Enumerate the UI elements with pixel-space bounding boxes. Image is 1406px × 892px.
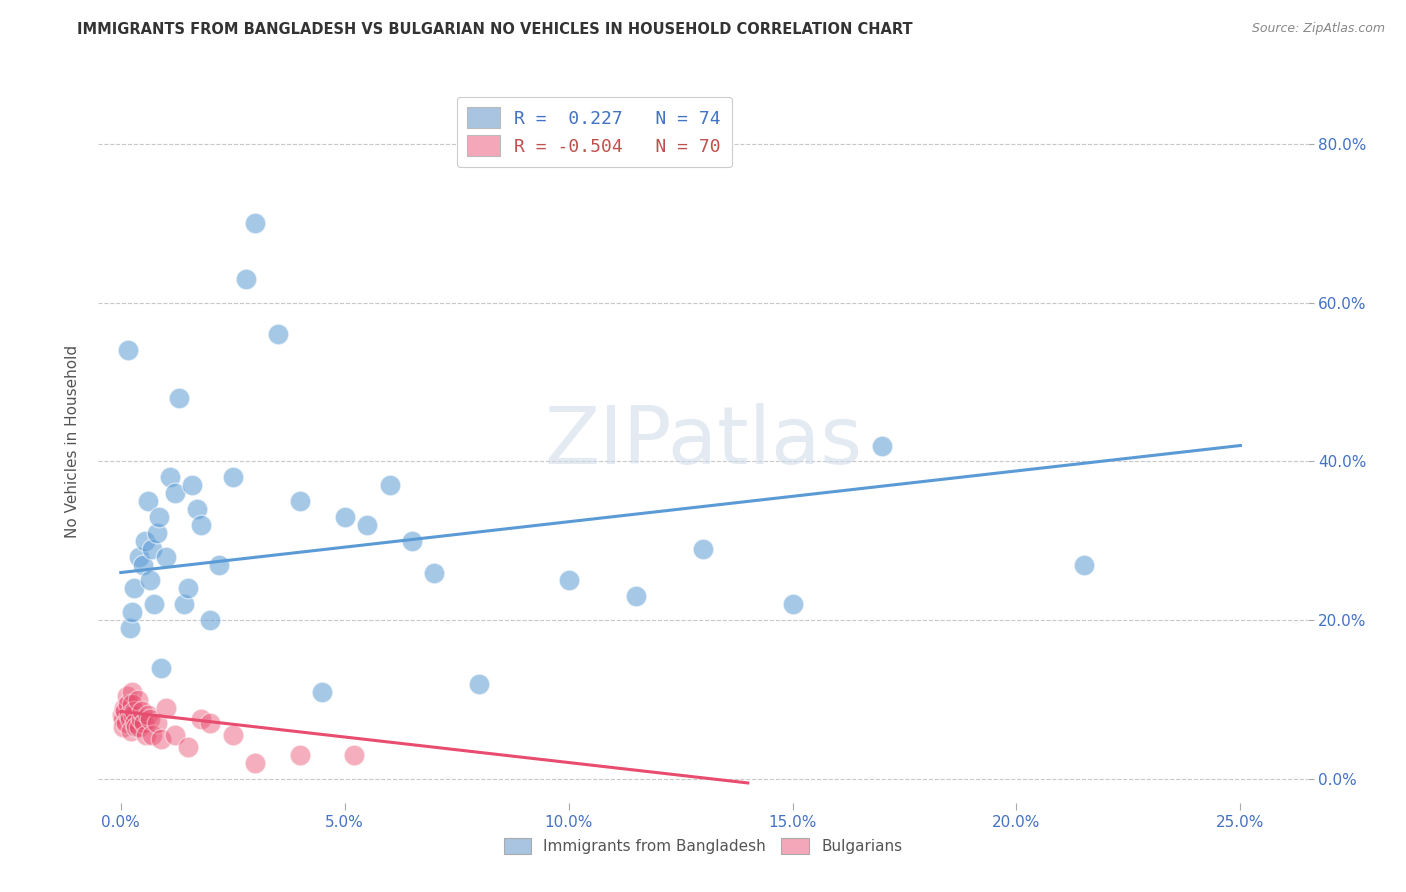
Point <box>401 533 423 548</box>
Point <box>112 720 135 734</box>
Point <box>557 574 579 588</box>
Point <box>163 486 186 500</box>
Point <box>311 684 333 698</box>
Point <box>131 705 153 719</box>
Point <box>122 708 145 723</box>
Point <box>148 510 170 524</box>
Point <box>190 713 212 727</box>
Point <box>122 582 145 596</box>
Point <box>139 713 162 727</box>
Point <box>132 558 155 572</box>
Point <box>423 566 446 580</box>
Point <box>121 605 143 619</box>
Point <box>132 716 155 731</box>
Point <box>124 716 146 731</box>
Point <box>155 700 177 714</box>
Point <box>125 720 148 734</box>
Point <box>159 470 181 484</box>
Point <box>121 684 143 698</box>
Point <box>356 517 378 532</box>
Point <box>129 713 152 727</box>
Point <box>135 728 157 742</box>
Point <box>120 724 142 739</box>
Point <box>186 502 208 516</box>
Point <box>190 517 212 532</box>
Point <box>150 661 173 675</box>
Point <box>118 708 141 723</box>
Point <box>112 700 135 714</box>
Point <box>343 748 366 763</box>
Point <box>181 478 204 492</box>
Point <box>266 327 288 342</box>
Point <box>117 697 139 711</box>
Point <box>134 533 156 548</box>
Legend: Immigrants from Bangladesh, Bulgarians: Immigrants from Bangladesh, Bulgarians <box>498 832 908 860</box>
Point <box>200 716 222 731</box>
Y-axis label: No Vehicles in Household: No Vehicles in Household <box>65 345 80 538</box>
Point <box>288 494 311 508</box>
Point <box>468 676 491 690</box>
Point <box>692 541 714 556</box>
Point <box>145 716 167 731</box>
Point <box>136 494 159 508</box>
Point <box>624 590 647 604</box>
Point <box>128 549 150 564</box>
Text: ZIPatlas: ZIPatlas <box>544 402 862 481</box>
Point <box>173 597 195 611</box>
Point <box>141 728 163 742</box>
Point <box>121 697 143 711</box>
Point <box>288 748 311 763</box>
Point <box>167 391 190 405</box>
Point <box>782 597 804 611</box>
Point <box>117 343 139 358</box>
Point <box>235 272 257 286</box>
Point <box>139 574 162 588</box>
Point <box>208 558 231 572</box>
Point <box>141 541 163 556</box>
Point <box>1073 558 1095 572</box>
Point <box>333 510 356 524</box>
Point <box>177 582 200 596</box>
Point <box>150 732 173 747</box>
Point <box>243 756 266 770</box>
Point <box>378 478 401 492</box>
Point <box>114 705 136 719</box>
Point <box>115 689 138 703</box>
Point <box>136 708 159 723</box>
Point <box>111 713 134 727</box>
Point <box>118 713 141 727</box>
Point <box>145 525 167 540</box>
Point <box>127 692 149 706</box>
Point <box>222 728 245 742</box>
Point <box>115 716 138 731</box>
Point <box>222 470 245 484</box>
Point <box>118 621 141 635</box>
Point <box>128 720 150 734</box>
Point <box>200 613 222 627</box>
Point <box>111 708 134 723</box>
Point <box>177 740 200 755</box>
Point <box>243 216 266 230</box>
Point <box>155 549 177 564</box>
Text: Source: ZipAtlas.com: Source: ZipAtlas.com <box>1251 22 1385 36</box>
Point <box>163 728 186 742</box>
Text: IMMIGRANTS FROM BANGLADESH VS BULGARIAN NO VEHICLES IN HOUSEHOLD CORRELATION CHA: IMMIGRANTS FROM BANGLADESH VS BULGARIAN … <box>77 22 912 37</box>
Point <box>143 597 166 611</box>
Point <box>122 705 145 719</box>
Point <box>870 438 893 452</box>
